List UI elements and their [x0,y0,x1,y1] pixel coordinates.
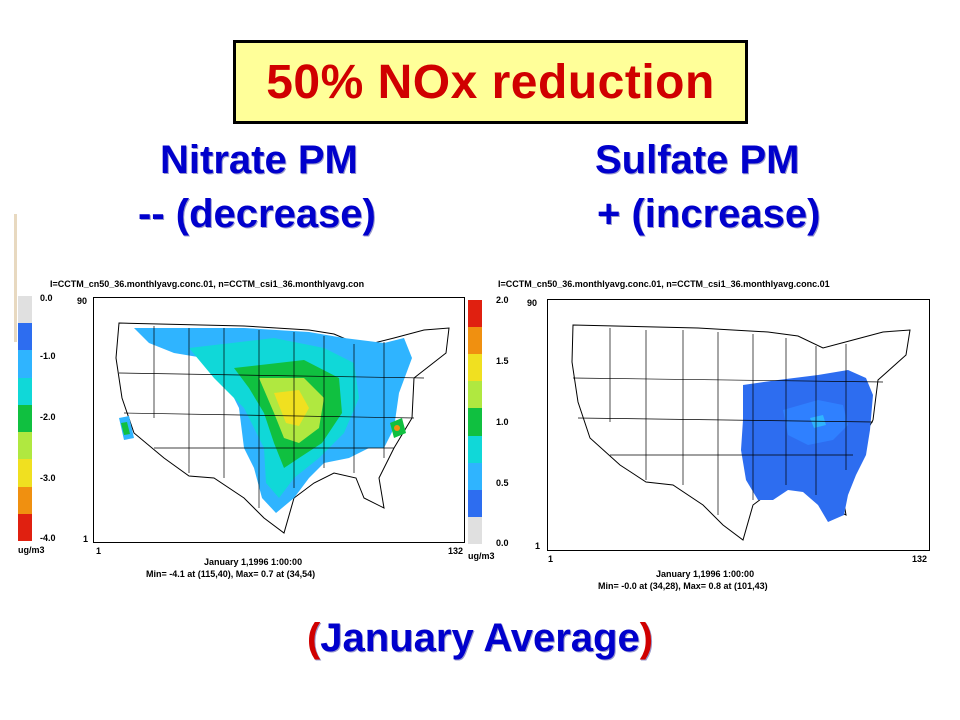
color-scale-segment [18,350,32,378]
color-scale-segment [468,381,482,409]
sulfate-scale-label: 1.0 [496,417,509,427]
sulfate-x-right-label: 132 [912,554,928,564]
color-scale-segment [468,327,482,355]
footer-open-paren: ( [306,616,321,660]
color-scale-segment [468,516,482,544]
sulfate-minmax: Min= -0.0 at (34,28), Max= 0.8 at (101,4… [598,581,768,591]
nitrate-y-top-label: 90 [77,296,88,306]
nitrate-scale-label: -1.0 [40,351,56,361]
footer-caption: (January Average) [0,616,960,661]
nitrate-heading-line1: Nitrate PM [160,138,358,182]
sulfate-map-svg [571,324,911,541]
color-scale-segment [18,323,32,351]
footer-text: January Average [320,616,640,660]
sulfate-scale-label: 1.5 [496,356,509,366]
left-edge-mark [14,214,17,342]
nitrate-x-left-label: 1 [96,546,102,556]
nitrate-minmax: Min= -4.1 at (115,40), Max= 0.7 at (34,5… [146,569,316,579]
color-scale-segment [468,489,482,517]
title-box: 50% NOx reduction [233,40,748,124]
color-scale-segment [18,404,32,433]
sulfate-heading-line1: Sulfate PM [595,138,800,182]
sulfate-y-bottom-label: 1 [535,541,541,551]
nitrate-scale-label: -4.0 [40,533,56,543]
color-scale-segment [18,432,32,460]
nitrate-scale-label: -2.0 [40,412,56,422]
nitrate-map-plot [93,297,465,543]
sulfate-date: January 1,1996 1:00:00 [656,569,755,579]
nitrate-color-scale [18,296,32,541]
footer-close-paren: ) [639,616,654,660]
color-scale-segment [468,354,482,382]
color-scale-segment [468,435,482,463]
color-scale-segment [468,462,482,490]
nitrate-map-header: I=CCTM_cn50_36.monthlyavg.conc.01, n=CCT… [50,279,365,289]
sulfate-x-left-label: 1 [548,554,554,564]
sulfate-y-top-label: 90 [527,298,538,308]
color-scale-segment [18,459,32,487]
sulfate-map-header: I=CCTM_cn50_36.monthlyavg.conc.01, n=CCT… [498,279,830,289]
sulfate-scale-unit: ug/m3 [468,551,495,561]
slide-title: 50% NOx reduction [266,55,715,109]
nitrate-heading-line2: -- (decrease) [138,192,376,236]
nitrate-scale-label: -3.0 [40,473,56,483]
sulfate-scale-label: 0.5 [496,478,509,488]
nitrate-date: January 1,1996 1:00:00 [204,557,303,567]
color-scale-segment [18,486,32,514]
nitrate-scale-label: 0.0 [40,293,53,303]
nitrate-y-bottom-label: 1 [83,534,89,544]
color-scale-segment [468,408,482,436]
nitrate-x-right-label: 132 [448,546,464,556]
color-scale-segment [468,300,482,328]
sulfate-scale-label: 0.0 [496,538,509,548]
color-scale-segment [18,377,32,405]
nitrate-scale-unit: ug/m3 [18,545,45,555]
sulfate-map-plot [547,299,930,551]
nitrate-map-svg [115,322,450,534]
color-scale-segment [18,296,32,324]
sulfate-heading-line2: + (increase) [597,192,821,236]
color-scale-segment [18,513,32,541]
sulfate-scale-label: 2.0 [496,295,509,305]
sulfate-color-scale [468,300,482,544]
